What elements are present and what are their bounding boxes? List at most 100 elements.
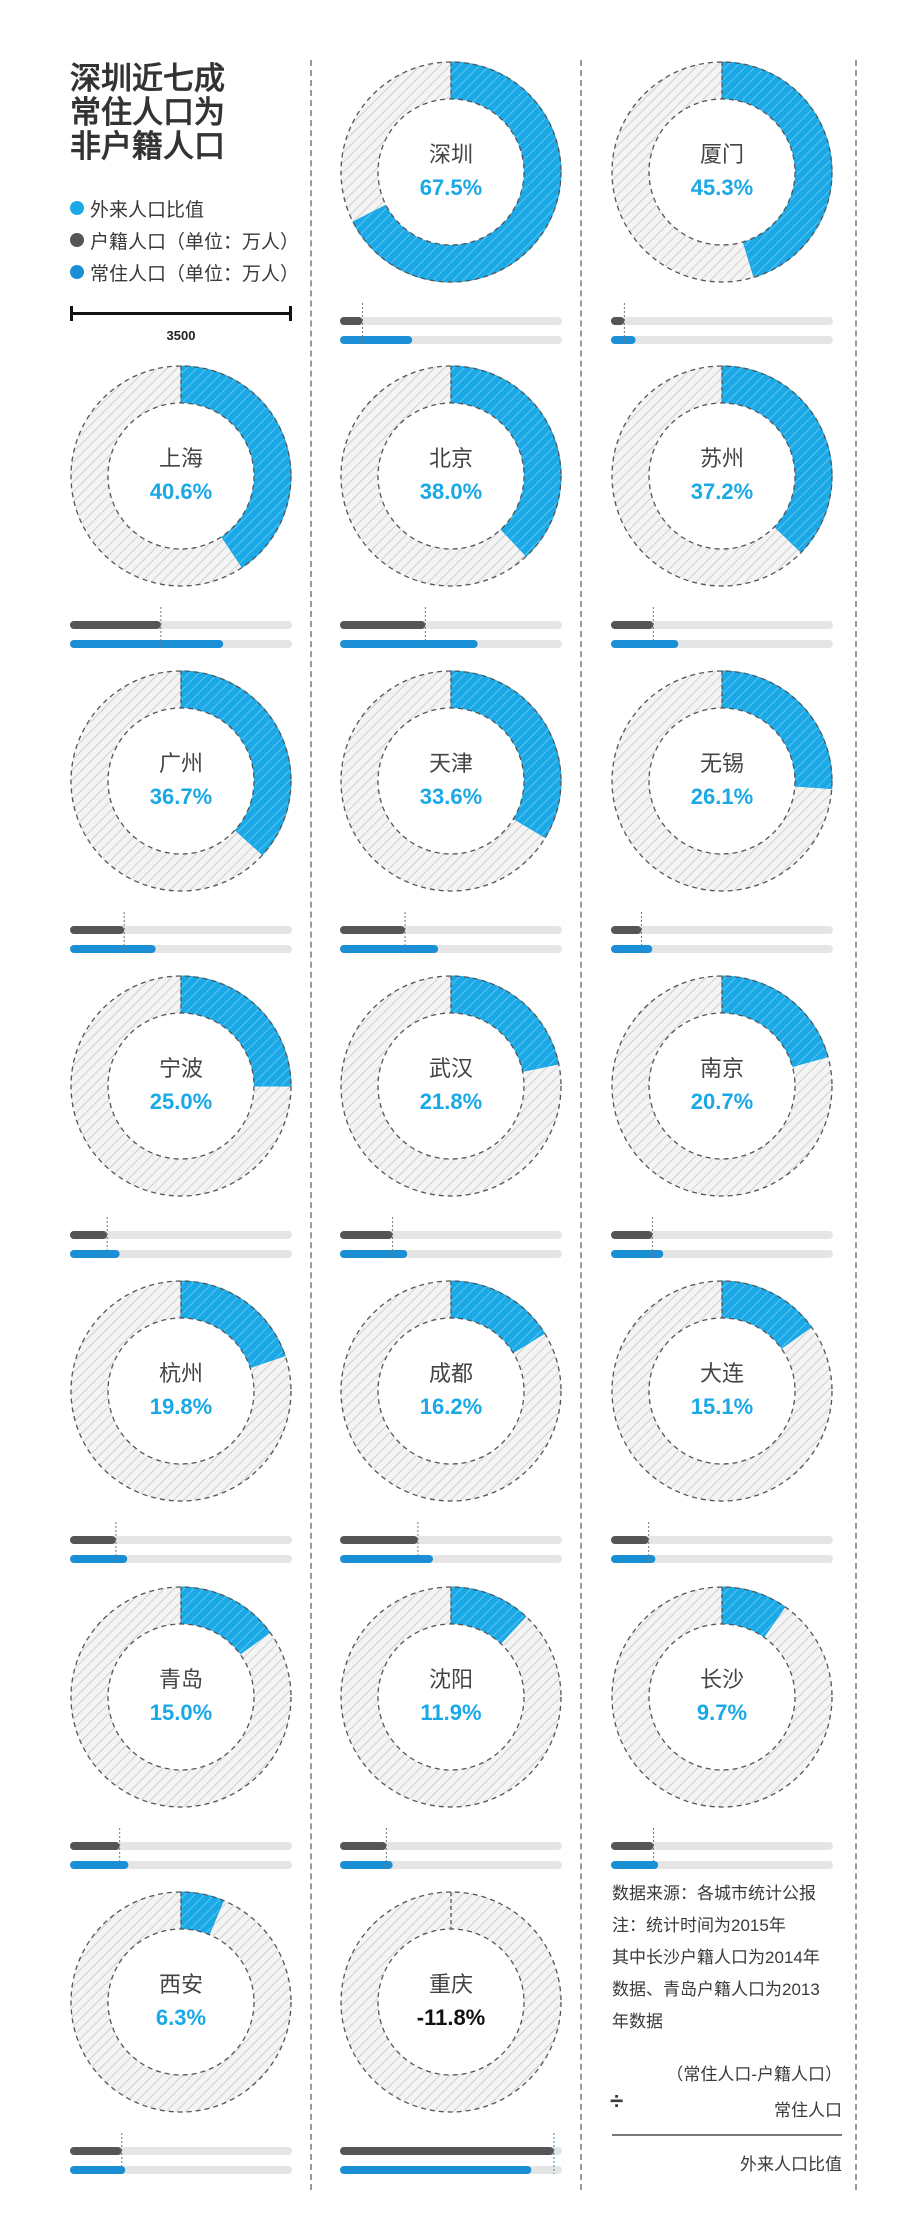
donut-inner-outline	[648, 707, 796, 855]
scale-tick	[289, 306, 292, 321]
city-ratio-label: 6.3%	[156, 2005, 206, 2030]
donut-inner-outline	[377, 402, 525, 550]
city-name: 天津	[429, 752, 473, 777]
bar-track	[70, 2166, 292, 2174]
scale-tick	[70, 306, 73, 321]
donut-inner-outline	[377, 1317, 525, 1465]
donut-inner-outline	[107, 1928, 255, 2076]
city-ratio-label: 45.3%	[691, 175, 753, 200]
resident-bar	[340, 640, 478, 648]
resident-bar	[70, 1250, 120, 1258]
city-name: 广州	[159, 752, 203, 777]
city-ratio-label: 16.2%	[420, 1394, 482, 1419]
bar-track	[611, 1861, 833, 1869]
hukou-bar	[611, 621, 654, 629]
bar-track	[340, 1231, 562, 1239]
donut-inner-outline	[648, 1012, 796, 1160]
resident-bar	[70, 1861, 129, 1869]
hukou-bar	[340, 1231, 393, 1239]
donut-background	[340, 1587, 561, 1807]
city-ratio-label: 38.0%	[420, 479, 482, 504]
city-ratio-label: 40.6%	[150, 479, 212, 504]
source-notes: 数据来源：各城市统计公报 注：统计时间为2015年 其中长沙户籍人口为2014年…	[612, 1878, 852, 2038]
resident-bar	[611, 336, 636, 344]
donut-background	[340, 1892, 561, 2112]
bar-track	[611, 926, 833, 934]
city-ratio-label: 37.2%	[691, 479, 753, 504]
legend-panel: 深圳近七成 常住人口为 非户籍人口 外来人口比值 户籍人口（单位：万人） 常住人…	[70, 62, 310, 288]
resident-bar	[70, 945, 156, 953]
legend-dot-blue	[70, 201, 84, 215]
city-name: 武汉	[429, 1057, 473, 1082]
scale-line	[70, 312, 292, 315]
bar-track	[611, 621, 833, 629]
bar-track	[70, 1842, 292, 1850]
city-ratio-label: 33.6%	[420, 784, 482, 809]
legend-label: 户籍人口（单位：万人）	[90, 231, 300, 253]
city-name: 北京	[429, 447, 473, 472]
donut-background	[70, 1892, 291, 2112]
resident-bar	[340, 945, 439, 953]
city-name: 厦门	[700, 143, 744, 168]
hukou-bar	[340, 2147, 554, 2155]
city-ratio-label: 20.7%	[691, 1089, 753, 1114]
resident-bar	[340, 1861, 393, 1869]
hukou-bar	[70, 926, 125, 934]
donut-inner-outline	[107, 1623, 255, 1771]
resident-bar	[340, 336, 413, 344]
hukou-bar	[611, 1842, 654, 1850]
city-ratio-label: 25.0%	[150, 1089, 212, 1114]
city-ratio-label: 36.7%	[150, 784, 212, 809]
city-name: 大连	[700, 1362, 744, 1387]
city-ratio-label: 21.8%	[420, 1089, 482, 1114]
legend-dot-dark	[70, 233, 84, 247]
title-line: 非户籍人口	[70, 129, 225, 164]
city-name: 苏州	[700, 447, 744, 472]
resident-bar	[70, 1555, 128, 1563]
donut-inner-outline	[648, 1623, 796, 1771]
formula-rule	[612, 2134, 842, 2136]
bar-track	[340, 1861, 562, 1869]
donut-inner-outline	[377, 1623, 525, 1771]
donut-inner-outline	[107, 707, 255, 855]
city-name: 青岛	[159, 1668, 203, 1693]
title-line: 深圳近七成	[70, 61, 225, 96]
bar-track	[340, 317, 562, 325]
bar-track	[70, 1536, 292, 1544]
hukou-bar	[70, 1231, 108, 1239]
donut-inner-outline	[648, 402, 796, 550]
resident-bar	[611, 1250, 664, 1258]
hukou-bar	[611, 317, 625, 325]
note-line: 数据、青岛户籍人口为2013	[612, 1980, 820, 1999]
resident-bar	[611, 1555, 656, 1563]
city-name: 南京	[700, 1057, 744, 1082]
note-line: 注：统计时间为2015年	[612, 1916, 786, 1935]
donut-inner-outline	[648, 1317, 796, 1465]
scale-bar: 3500	[70, 306, 292, 343]
column-divider	[855, 60, 857, 2190]
note-line: 数据来源：各城市统计公报	[612, 1884, 816, 1903]
chart-title: 深圳近七成 常住人口为 非户籍人口	[70, 62, 310, 164]
city-ratio-label: 15.0%	[150, 1700, 212, 1725]
city-name: 上海	[159, 447, 203, 472]
bar-track	[611, 317, 833, 325]
city-ratio-label: 19.8%	[150, 1394, 212, 1419]
note-line: 年数据	[612, 2012, 663, 2031]
resident-bar	[70, 640, 224, 648]
legend-item-ratio: 外来人口比值	[70, 192, 310, 224]
bar-track	[611, 336, 833, 344]
city-ratio-label: 26.1%	[691, 784, 753, 809]
bar-track	[611, 1231, 833, 1239]
hukou-bar	[611, 926, 642, 934]
hukou-bar	[340, 621, 426, 629]
title-line: 常住人口为	[70, 95, 225, 130]
hukou-bar	[70, 1536, 116, 1544]
city-name: 重庆	[429, 1973, 473, 1998]
donut-inner-outline	[377, 1012, 525, 1160]
formula-numerator: （常住人口-户籍人口）	[666, 2065, 842, 2084]
donut-inner-outline	[107, 1317, 255, 1465]
donut-background	[611, 1587, 832, 1807]
city-ratio-label: 11.9%	[420, 1700, 481, 1725]
